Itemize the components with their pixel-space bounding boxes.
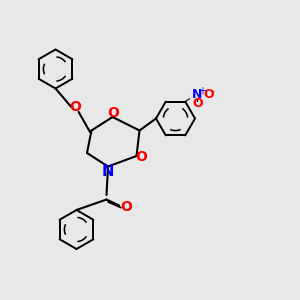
Text: O: O [107, 106, 119, 120]
Text: +: + [198, 86, 206, 96]
Text: O: O [69, 100, 81, 113]
Text: N: N [101, 164, 114, 178]
Text: O: O [135, 150, 147, 164]
Text: N: N [192, 88, 202, 101]
Text: O: O [120, 200, 132, 214]
Text: -: - [210, 86, 214, 96]
Text: O: O [192, 97, 202, 110]
Text: O: O [203, 88, 214, 100]
